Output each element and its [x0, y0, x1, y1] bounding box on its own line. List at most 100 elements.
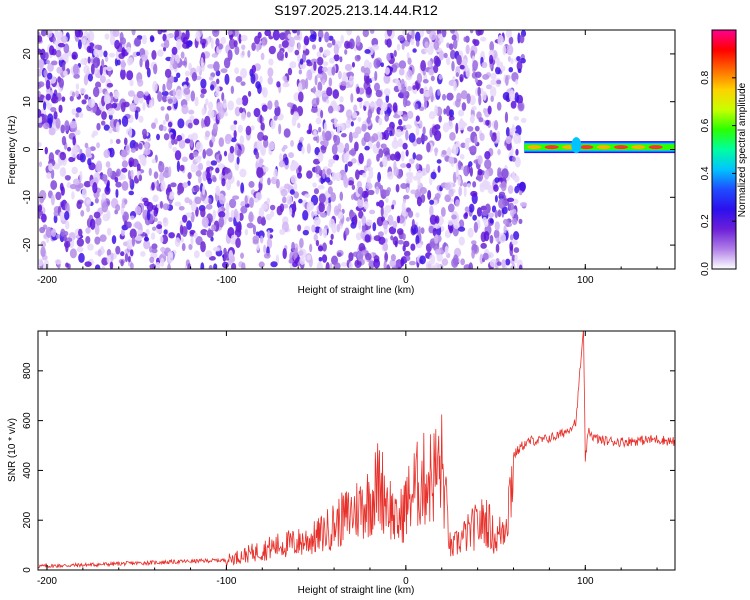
- heatmap-cell: [261, 148, 265, 155]
- heatmap-cell: [160, 257, 165, 267]
- heatmap-cell: [240, 34, 248, 42]
- heatmap-cell: [399, 163, 407, 169]
- heatmap-cell: [428, 68, 435, 76]
- heatmap-cell: [481, 61, 488, 69]
- heatmap-cell: [101, 201, 109, 213]
- heatmap-cell: [214, 85, 220, 93]
- heatmap-cell: [126, 70, 134, 81]
- heatmap-cell: [284, 51, 288, 59]
- heatmap-cell: [494, 194, 498, 203]
- heatmap-cell: [149, 35, 155, 43]
- heatmap-cell: [69, 95, 74, 102]
- heatmap-cell: [350, 194, 355, 200]
- heatmap-cell: [106, 66, 113, 72]
- heatmap-cell: [375, 89, 383, 98]
- heatmap-cell: [239, 168, 247, 178]
- heatmap-cell: [382, 156, 388, 168]
- heatmap-cell: [309, 34, 317, 43]
- heatmap-cell: [47, 30, 53, 34]
- heatmap-cell: [48, 127, 56, 136]
- heatmap-cell: [394, 151, 401, 162]
- heatmap-cell: [230, 85, 235, 95]
- heatmap-cell: [344, 40, 351, 49]
- heatmap-cell: [247, 50, 251, 58]
- heatmap-cell: [502, 45, 507, 56]
- heatmap-cell: [405, 255, 411, 262]
- heatmap-cell: [314, 75, 318, 86]
- heatmap-cell: [313, 188, 320, 195]
- heatmap-cell: [324, 224, 329, 230]
- heatmap-cell: [350, 93, 354, 103]
- heatmap-cell: [179, 224, 184, 235]
- heatmap-cell: [220, 68, 228, 74]
- heatmap-cell: [489, 218, 494, 224]
- heatmap-cell: [41, 213, 47, 223]
- heatmap-cell: [127, 57, 134, 66]
- heatmap-cell: [309, 243, 313, 253]
- heatmap-cell: [137, 78, 144, 87]
- heatmap-cell: [58, 78, 65, 88]
- heatmap-cell: [416, 243, 423, 249]
- heatmap-cell: [115, 138, 121, 144]
- heatmap-cell: [266, 197, 271, 205]
- heatmap-cell: [190, 236, 194, 246]
- heatmap-cell: [328, 77, 333, 87]
- heatmap-cell: [181, 156, 188, 163]
- heatmap-cell: [213, 61, 220, 72]
- heatmap-cell: [151, 122, 157, 130]
- heatmap-cell: [201, 107, 206, 116]
- heatmap-cell: [391, 204, 395, 210]
- heatmap-cell: [84, 142, 89, 149]
- heatmap-cell: [236, 148, 242, 157]
- heatmap-cell: [89, 218, 96, 230]
- heatmap-cell: [471, 240, 477, 245]
- heatmap-cell: [210, 84, 215, 91]
- heatmap-cell: [427, 189, 432, 200]
- heatmap-cell: [332, 154, 340, 161]
- heatmap-cell: [38, 90, 41, 98]
- heatmap-cell: [440, 206, 446, 217]
- heatmap-cell: [348, 262, 353, 269]
- heatmap-cell: [484, 151, 491, 160]
- heatmap-cell: [50, 180, 58, 191]
- heatmap-cell: [299, 256, 306, 265]
- heatmap-cell: [433, 147, 439, 153]
- heatmap-cell: [403, 250, 411, 257]
- heatmap-cell: [268, 58, 274, 66]
- heatmap-cell: [361, 224, 366, 233]
- heatmap-cell: [261, 216, 266, 225]
- heatmap-cell: [61, 53, 67, 61]
- heatmap-cell: [502, 91, 511, 101]
- heatmap-cell: [438, 74, 443, 80]
- heatmap-cell: [230, 209, 235, 219]
- heatmap-cell: [491, 205, 497, 213]
- heatmap-cell: [489, 41, 495, 52]
- heatmap-cell: [384, 237, 388, 244]
- heatmap-cell: [353, 104, 358, 112]
- heatmap-cell: [233, 208, 238, 219]
- heatmap-cell: [326, 168, 332, 175]
- heatmap-cell: [482, 90, 487, 101]
- heatmap-cell: [50, 194, 55, 206]
- heatmap-cell: [469, 30, 474, 34]
- heatmap-cell: [77, 39, 82, 50]
- heatmap-cell: [107, 108, 115, 116]
- heatmap-cell: [121, 167, 128, 173]
- heatmap-cell: [419, 120, 423, 129]
- heatmap-cell: [320, 109, 324, 119]
- heatmap-cell: [76, 200, 82, 210]
- heatmap-x-tick-label: -100: [216, 275, 236, 286]
- heatmap-cell: [402, 114, 409, 122]
- heatmap-cell: [176, 38, 182, 50]
- heatmap-cell: [306, 254, 312, 261]
- heatmap-cell: [496, 101, 502, 111]
- snr-y-tick-label: 200: [22, 511, 33, 528]
- heatmap-cell: [449, 132, 456, 141]
- heatmap-cell: [333, 54, 340, 62]
- heatmap-cell: [229, 198, 237, 209]
- heatmap-cell: [51, 228, 57, 238]
- heatmap-cell: [227, 30, 233, 36]
- heatmap-cell: [294, 49, 300, 56]
- heatmap-cell: [78, 112, 84, 118]
- heatmap-cell: [464, 206, 470, 213]
